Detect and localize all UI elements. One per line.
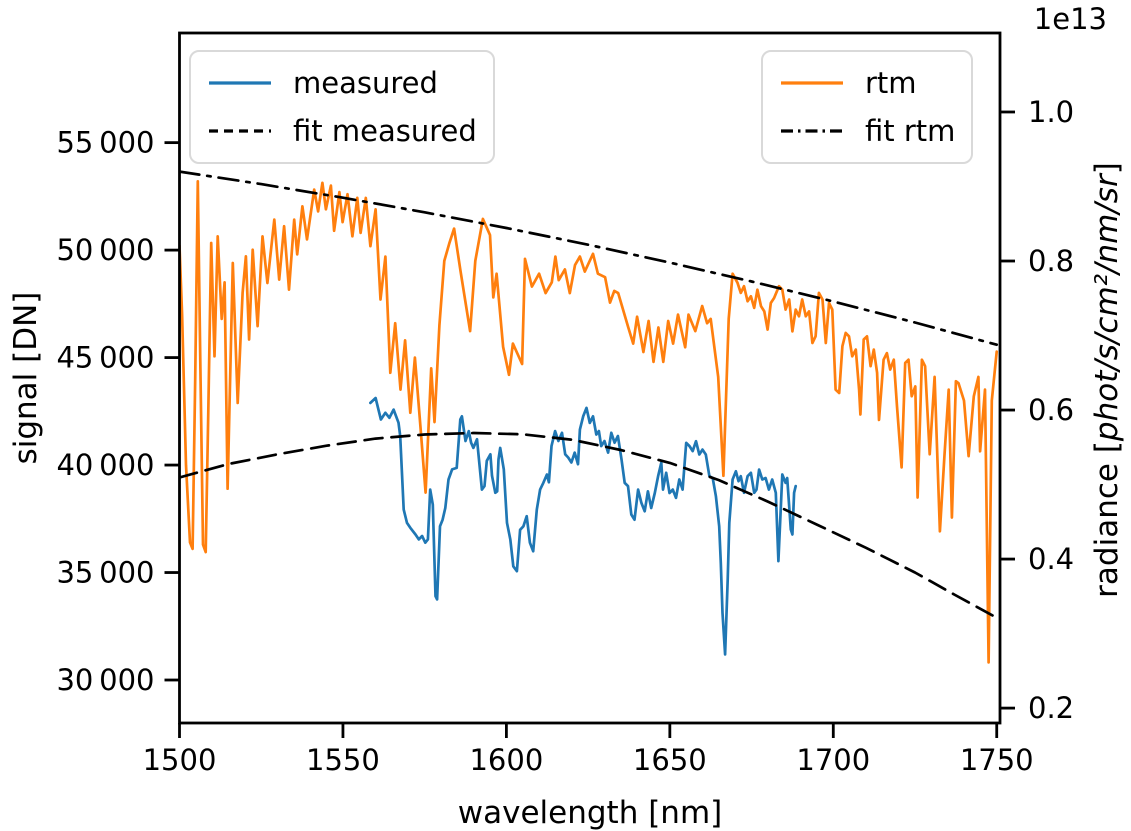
series-rtm bbox=[179, 179, 999, 664]
series-fit-measured bbox=[179, 431, 999, 620]
axis-offset-text: 1e13 bbox=[1033, 2, 1107, 36]
y-left-tick-label: 35 000 bbox=[56, 556, 154, 590]
y-axis-label-left: signal [DN] bbox=[8, 291, 44, 465]
legend-entry-fit-measured: fit measured bbox=[207, 110, 477, 152]
legend-line-sample bbox=[209, 129, 271, 133]
legend-label: fit rtm bbox=[865, 114, 956, 148]
axes-frame bbox=[178, 31, 1002, 725]
series-fit-rtm bbox=[179, 170, 999, 347]
y-left-tick-label: 50 000 bbox=[56, 233, 154, 267]
legend-rtm: rtm fit rtm bbox=[761, 50, 974, 164]
legend-entry-measured: measured bbox=[207, 62, 477, 104]
y-right-tick-label: 0.8 bbox=[1028, 244, 1074, 278]
x-tick-label: 1500 bbox=[143, 743, 217, 777]
series-measured bbox=[369, 396, 798, 656]
x-axis-label: wavelength [nm] bbox=[457, 795, 723, 831]
legend-label: rtm bbox=[865, 66, 917, 100]
series-group bbox=[179, 170, 999, 664]
y-left-tick-label: 55 000 bbox=[56, 126, 154, 160]
legend-line-sample bbox=[209, 81, 271, 85]
y-axis-label-right: radiance [phot/s/cm²/nm/sr] bbox=[1089, 162, 1125, 598]
x-tick-label: 1700 bbox=[796, 743, 870, 777]
legend-measured: measured fit measured bbox=[189, 50, 495, 164]
y-left-tick-label: 45 000 bbox=[56, 341, 154, 375]
y-right-tick-label: 0.4 bbox=[1028, 542, 1074, 576]
x-tick-label: 1750 bbox=[960, 743, 1034, 777]
y-left-tick-label: 30 000 bbox=[56, 663, 154, 697]
x-tick-label: 1650 bbox=[633, 743, 707, 777]
y-right-tick-label: 1.0 bbox=[1028, 95, 1074, 129]
y-right-tick-label: 0.2 bbox=[1028, 691, 1074, 725]
x-tick-label: 1550 bbox=[306, 743, 380, 777]
y-right-tick-label: 0.6 bbox=[1028, 393, 1074, 427]
legend-line-sample bbox=[781, 81, 843, 85]
legend-line-sample bbox=[781, 129, 843, 133]
legend-entry-fit-rtm: fit rtm bbox=[779, 110, 955, 152]
y-left-tick-label: 40 000 bbox=[56, 448, 154, 482]
legend-label: measured bbox=[293, 66, 438, 100]
legend-label: fit measured bbox=[293, 114, 477, 148]
legend-entry-rtm: rtm bbox=[779, 62, 955, 104]
x-tick-label: 1600 bbox=[469, 743, 543, 777]
